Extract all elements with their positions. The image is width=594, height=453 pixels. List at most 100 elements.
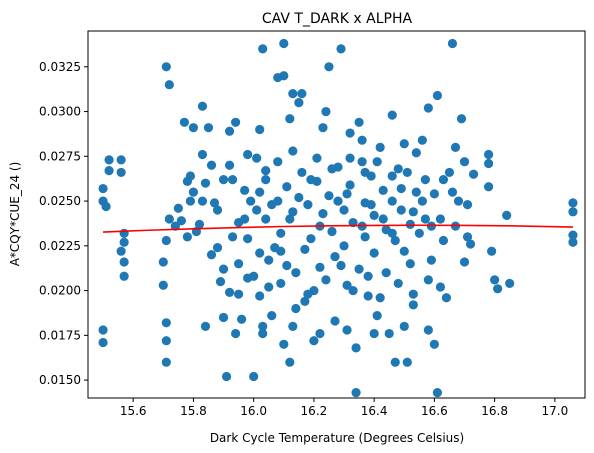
data-point (104, 155, 114, 165)
data-point (348, 285, 358, 296)
data-point (568, 237, 578, 247)
data-point (420, 174, 430, 185)
data-point (240, 214, 250, 224)
data-point (438, 235, 449, 246)
data-point (227, 232, 238, 242)
data-point (279, 38, 289, 49)
data-point (411, 148, 421, 158)
data-point (98, 183, 108, 194)
data-point (194, 219, 205, 229)
data-point (179, 117, 189, 127)
data-point (258, 321, 268, 331)
data-point (423, 325, 433, 335)
data-point (306, 234, 316, 244)
data-point (161, 62, 171, 72)
data-point (360, 232, 370, 242)
data-point (264, 282, 274, 292)
data-point (279, 71, 289, 81)
data-point (396, 205, 406, 215)
data-point (161, 336, 171, 346)
data-point (336, 260, 346, 271)
data-point (288, 146, 298, 156)
data-point (375, 142, 385, 152)
data-point (182, 232, 192, 242)
data-point (101, 201, 111, 212)
data-point (363, 291, 373, 301)
data-point (408, 207, 418, 217)
y-tick-label: 0.0200 (39, 284, 81, 298)
data-point (243, 149, 253, 160)
y-tick-label: 0.0250 (39, 194, 81, 208)
data-point (255, 248, 265, 258)
data-point (402, 357, 412, 367)
data-point (276, 246, 286, 256)
data-point (330, 316, 340, 326)
data-point (318, 209, 328, 219)
data-point (291, 268, 301, 278)
data-point (378, 185, 388, 195)
data-point (342, 280, 352, 290)
data-point (366, 200, 376, 210)
data-point (568, 198, 578, 208)
data-point (312, 153, 322, 163)
data-point (402, 167, 412, 178)
data-point (369, 248, 379, 258)
data-point (285, 357, 295, 367)
data-point (294, 192, 304, 203)
data-point (264, 255, 274, 265)
data-point (161, 318, 171, 328)
data-point (252, 153, 262, 163)
data-point (432, 90, 443, 101)
data-point (158, 257, 168, 267)
y-axis: 0.0150 0.0175 0.0200 0.0225 0.0250 0.0275 0.03… (39, 60, 88, 387)
data-point (285, 114, 295, 124)
data-point (161, 357, 171, 367)
data-point (119, 228, 129, 238)
data-point (258, 44, 268, 54)
x-tick-label: 16.4 (361, 404, 388, 418)
data-point (484, 182, 494, 192)
data-point (261, 174, 271, 185)
x-tick-label: 16.8 (481, 404, 508, 418)
data-point (369, 210, 379, 220)
x-tick-label: 15.6 (120, 404, 147, 418)
data-point (173, 203, 183, 213)
data-point (227, 174, 238, 185)
data-point (206, 250, 217, 260)
data-point (342, 189, 352, 199)
data-point (234, 259, 244, 269)
data-point (324, 62, 334, 72)
data-point (116, 167, 126, 178)
data-point (212, 205, 223, 215)
data-point (282, 260, 292, 271)
data-point (393, 278, 403, 289)
data-point (396, 183, 406, 194)
y-tick-label: 0.0150 (39, 373, 81, 387)
x-tick-label: 16.0 (240, 404, 267, 418)
data-point (490, 275, 500, 285)
data-point (484, 149, 494, 160)
data-point (255, 124, 265, 135)
data-point (164, 214, 174, 224)
data-point (300, 244, 310, 255)
data-point (119, 271, 129, 281)
data-point (230, 328, 241, 339)
data-point (276, 278, 286, 289)
data-point (221, 371, 232, 382)
data-point (384, 328, 394, 339)
data-point (339, 241, 349, 251)
data-point (426, 255, 436, 265)
data-point (237, 314, 247, 324)
data-point (218, 264, 229, 274)
data-point (468, 169, 479, 179)
x-axis-label: Dark Cycle Temperature (Degrees Celsius) (210, 431, 464, 445)
data-point (261, 214, 271, 224)
data-point (255, 187, 265, 197)
data-point (98, 337, 108, 348)
data-point (450, 142, 461, 152)
data-point (420, 214, 430, 224)
data-point (98, 325, 108, 335)
data-point (390, 235, 400, 246)
fit-line (103, 224, 573, 233)
